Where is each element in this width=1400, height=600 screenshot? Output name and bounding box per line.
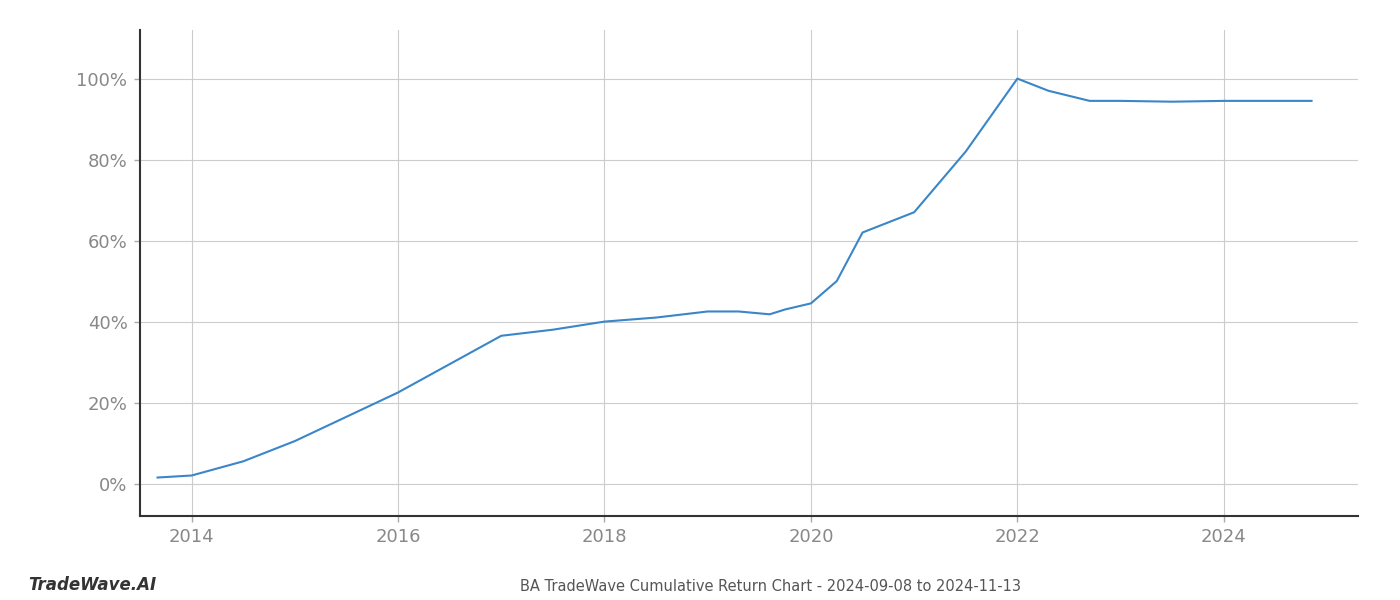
Text: TradeWave.AI: TradeWave.AI	[28, 576, 157, 594]
Text: BA TradeWave Cumulative Return Chart - 2024-09-08 to 2024-11-13: BA TradeWave Cumulative Return Chart - 2…	[519, 579, 1021, 594]
